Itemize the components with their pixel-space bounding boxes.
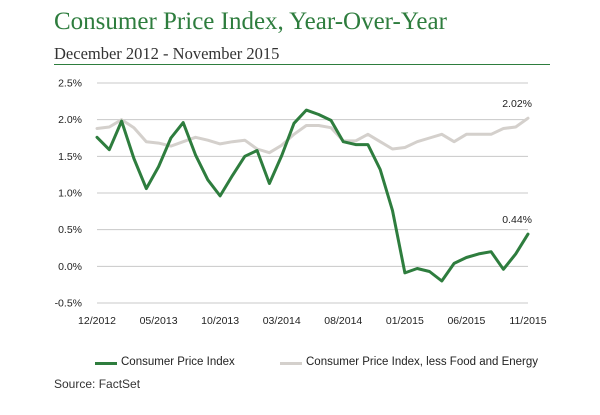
legend-swatch-cpi — [95, 362, 117, 365]
end-value-labels: 0.44% 2.02% — [502, 98, 532, 226]
x-tick-label: 10/2013 — [201, 315, 239, 327]
legend-swatch-core-cpi — [280, 362, 302, 365]
source-note: Source: FactSet — [54, 377, 141, 391]
x-tick-label: 05/2013 — [140, 315, 178, 327]
legend-label-core-cpi: Consumer Price Index, less Food and Ener… — [306, 356, 539, 368]
chart-title: Consumer Price Index, Year-Over-Year — [54, 8, 447, 35]
x-axis-labels: 12/2012 05/2013 10/2013 03/2014 08/2014 01/20… — [78, 315, 547, 327]
x-tick-label: 08/2014 — [324, 315, 362, 327]
core-cpi-series-line — [95, 116, 530, 155]
y-tick-label: 2.0% — [58, 114, 82, 126]
grid-lines — [97, 82, 528, 304]
title-divider — [54, 64, 550, 65]
legend-label-cpi: Consumer Price Index — [121, 356, 235, 368]
y-tick-label: 1.5% — [58, 151, 82, 163]
y-tick-label: 0.5% — [58, 224, 82, 236]
x-tick-label: 11/2015 — [509, 315, 546, 327]
y-tick-label: 2.5% — [58, 78, 82, 90]
y-tick-label: 0.0% — [58, 261, 82, 273]
x-tick-label: 12/2012 — [78, 315, 116, 327]
cpi-end-label: 0.44% — [502, 214, 532, 226]
x-tick-label: 03/2014 — [263, 315, 301, 327]
core-cpi-end-label: 2.02% — [502, 98, 532, 110]
y-tick-label: -0.5% — [55, 298, 82, 310]
chart-subtitle: December 2012 - November 2015 — [54, 44, 280, 63]
series-lines — [95, 108, 530, 283]
y-axis-labels: -0.5% 0.0% 0.5% 1.0% 1.5% 2.0% 2.5% — [55, 78, 82, 310]
x-tick-label: 06/2015 — [447, 315, 485, 327]
cpi-series-line — [95, 108, 530, 283]
y-tick-label: 1.0% — [58, 188, 82, 200]
x-tick-label: 01/2015 — [386, 315, 424, 327]
